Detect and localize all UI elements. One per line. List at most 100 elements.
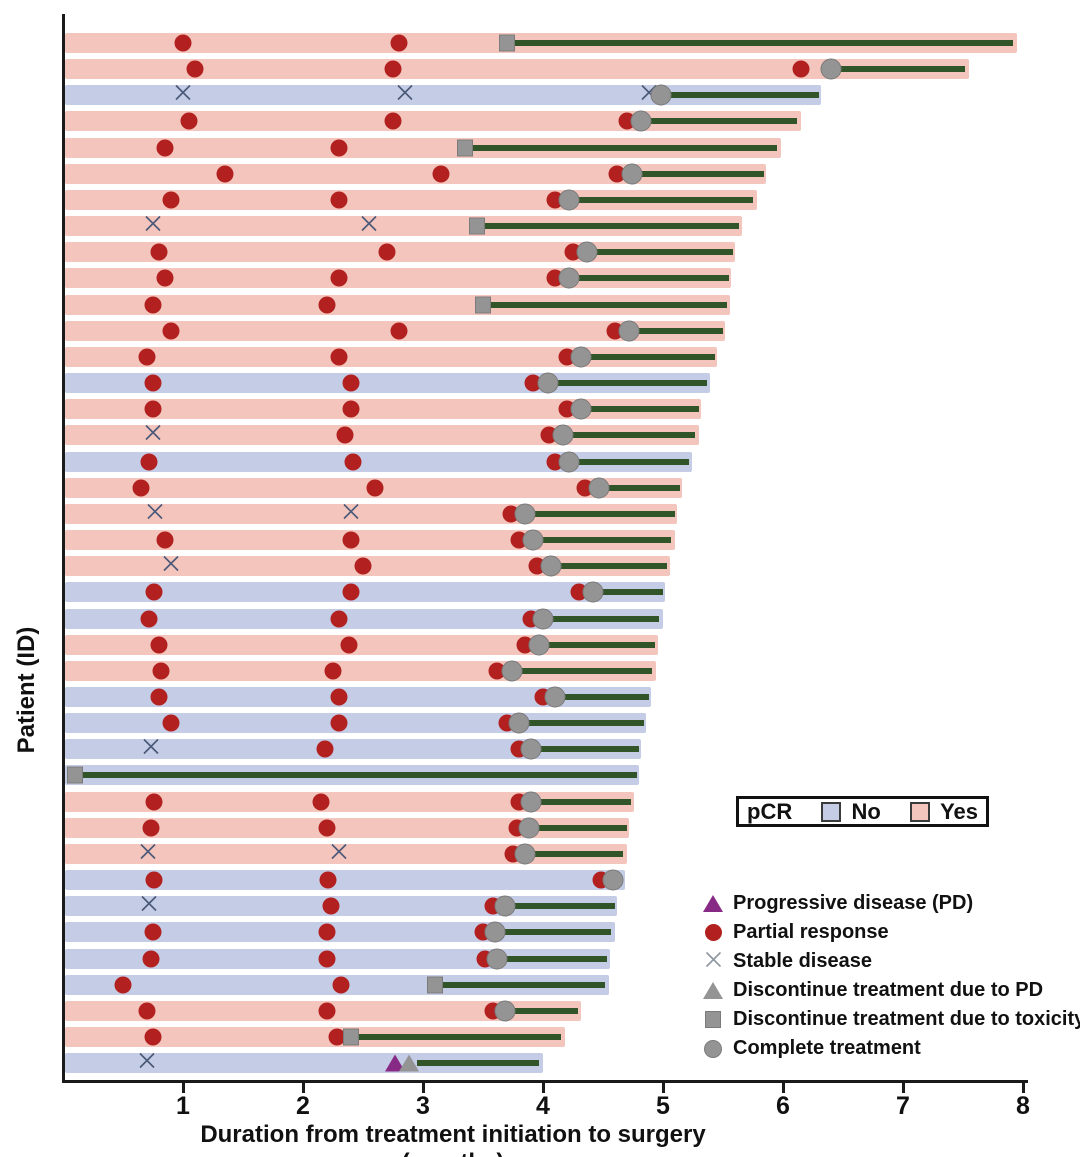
x-axis-tick	[781, 1082, 785, 1093]
treatment-free-line	[641, 118, 798, 125]
partial-response-icon	[704, 924, 722, 941]
treatment-free-line	[525, 510, 675, 517]
legend-label: Progressive disease (PD)	[733, 892, 974, 914]
partial-response-icon	[216, 165, 234, 183]
partial-response-icon	[132, 479, 150, 497]
legend-item: Progressive disease (PD)	[700, 889, 1080, 918]
discontinue-toxicity-icon	[457, 139, 473, 157]
complete-treatment-icon	[558, 451, 580, 473]
partial-response-icon	[366, 479, 384, 497]
partial-response-icon	[384, 60, 402, 78]
treatment-free-line	[831, 66, 966, 73]
treatment-free-line	[593, 589, 663, 596]
swimmer-bar	[65, 189, 757, 210]
complete-treatment-icon	[602, 869, 624, 891]
partial-response-icon	[332, 976, 350, 994]
partial-response-icon	[140, 610, 158, 628]
treatment-free-line	[417, 1060, 540, 1067]
legend-item: Partial response	[700, 918, 1080, 947]
stable-disease-icon	[174, 83, 193, 107]
marker-legend: Progressive disease (PD) Partial response…	[700, 889, 1080, 1063]
legend-label: Discontinue treatment due to PD	[733, 979, 1044, 1001]
discontinue-toxicity-icon	[499, 34, 515, 52]
complete-treatment-icon	[650, 84, 672, 106]
partial-response-icon	[312, 793, 330, 811]
x-tick-label: 7	[896, 1092, 910, 1120]
treatment-free-line	[483, 301, 727, 308]
treatment-free-line	[435, 981, 606, 988]
legend-label: Partial response	[733, 921, 889, 943]
partial-response-icon	[150, 636, 168, 654]
stable-disease-icon	[144, 214, 163, 238]
complete-treatment-icon	[544, 686, 566, 708]
legend-symbol	[700, 895, 726, 912]
stable-disease-icon	[140, 894, 159, 918]
complete-treatment-icon	[494, 895, 516, 917]
discontinue-toxicity-icon	[705, 1011, 721, 1028]
stable-disease-icon	[139, 842, 158, 866]
swimmer-bar	[65, 817, 630, 838]
swimmer-bar	[65, 111, 801, 132]
treatment-free-line	[547, 380, 708, 387]
partial-response-icon	[378, 243, 396, 261]
partial-response-icon	[318, 950, 336, 968]
partial-response-icon	[150, 688, 168, 706]
partial-response-icon	[142, 950, 160, 968]
treatment-free-line	[477, 223, 739, 230]
partial-response-icon	[330, 610, 348, 628]
complete-treatment-icon	[494, 1000, 516, 1022]
treatment-free-line	[581, 353, 715, 360]
x-tick-label: 5	[656, 1092, 670, 1120]
stable-disease-icon	[330, 842, 349, 866]
complete-treatment-icon	[514, 503, 536, 525]
swimmer-bar	[65, 137, 781, 158]
partial-response-icon	[390, 322, 408, 340]
legend-item: Stable disease	[700, 947, 1080, 976]
pcr-legend: pCR No Yes	[736, 796, 989, 827]
complete-treatment-icon	[570, 398, 592, 420]
stable-disease-icon	[144, 423, 163, 447]
treatment-free-line	[631, 170, 764, 177]
partial-response-icon	[144, 1028, 162, 1046]
partial-response-icon	[156, 269, 174, 287]
partial-response-icon	[145, 871, 163, 889]
swimmer-bar	[65, 1027, 565, 1048]
treatment-free-line	[581, 406, 699, 413]
complete-treatment-icon	[508, 712, 530, 734]
complete-treatment-icon	[558, 189, 580, 211]
treatment-free-line	[660, 92, 819, 99]
partial-response-icon	[390, 34, 408, 52]
complete-treatment-icon	[704, 1039, 722, 1058]
legend-symbol	[700, 950, 726, 974]
partial-response-icon	[330, 191, 348, 209]
x-axis-tick	[901, 1082, 905, 1093]
partial-response-icon	[354, 557, 372, 575]
progressive-disease-icon	[703, 895, 723, 912]
partial-response-icon	[114, 976, 132, 994]
treatment-free-line	[351, 1034, 561, 1041]
swimmer-bar	[65, 687, 651, 707]
legend-symbol	[700, 924, 726, 941]
partial-response-icon	[156, 139, 174, 157]
stable-disease-icon	[141, 737, 160, 761]
partial-response-icon	[144, 374, 162, 392]
partial-response-icon	[330, 714, 348, 732]
swimmer-bar	[65, 85, 822, 106]
legend-label: Complete treatment	[733, 1037, 921, 1059]
treatment-free-line	[525, 850, 624, 857]
pcr-yes-swatch	[910, 801, 931, 822]
swimmer-bar	[65, 948, 611, 969]
stable-disease-icon	[146, 502, 165, 526]
swimmer-bar	[65, 582, 666, 603]
discontinue-toxicity-icon	[427, 976, 443, 994]
x-tick-label: 1	[176, 1092, 190, 1120]
swimmer-bar	[65, 294, 731, 315]
complete-treatment-icon	[570, 346, 592, 368]
partial-response-icon	[144, 296, 162, 314]
complete-treatment-icon	[582, 581, 604, 603]
complete-treatment-icon	[520, 791, 542, 813]
treatment-free-line	[569, 275, 729, 282]
treatment-free-line	[465, 144, 777, 151]
complete-treatment-icon	[514, 843, 536, 865]
